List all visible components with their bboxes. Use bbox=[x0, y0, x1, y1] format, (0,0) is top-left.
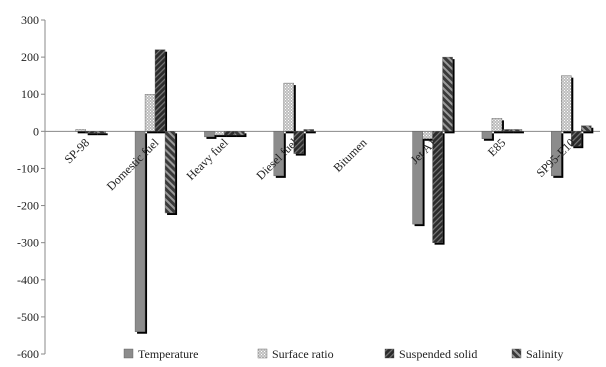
y-tick-label: 200 bbox=[21, 50, 39, 64]
bar-shadow bbox=[513, 131, 524, 134]
x-category-label: Heavy fuel bbox=[184, 135, 232, 183]
y-tick-label: -500 bbox=[17, 310, 39, 324]
bar-surface-ratio bbox=[491, 118, 503, 132]
bar-surface-ratio bbox=[283, 82, 295, 132]
bar-surface-ratio bbox=[144, 94, 156, 132]
legend-item: Suspended solid bbox=[384, 347, 477, 361]
bar-temperature bbox=[412, 131, 423, 225]
x-category-label: Domestic fuel bbox=[104, 135, 162, 193]
bar-salinity bbox=[511, 129, 523, 132]
bar-surface-ratio bbox=[214, 131, 225, 136]
legend-label: Salinity bbox=[526, 347, 563, 361]
legend-swatch bbox=[384, 348, 395, 359]
bar-suspended-solid bbox=[154, 49, 166, 132]
bar-salinity bbox=[234, 131, 245, 136]
y-tick-label: -400 bbox=[17, 273, 39, 287]
legend-item: Salinity bbox=[511, 347, 563, 361]
bar-shadow bbox=[305, 131, 316, 134]
bar-temperature bbox=[481, 131, 493, 139]
bar-shadow bbox=[97, 133, 108, 136]
bar-suspended-solid bbox=[293, 131, 305, 154]
bar-surface-ratio bbox=[75, 129, 86, 132]
bar-suspended-solid bbox=[571, 131, 582, 147]
bar-shadow bbox=[87, 133, 98, 136]
bar-salinity bbox=[581, 125, 592, 132]
y-tick-label: 0 bbox=[33, 124, 39, 138]
bar-suspended-solid bbox=[85, 131, 96, 134]
legend-swatch bbox=[123, 348, 134, 359]
x-category-label: Bitumen bbox=[330, 136, 369, 175]
bar-salinity bbox=[164, 131, 176, 214]
legend-label: Temperature bbox=[138, 347, 198, 361]
bar-temperature bbox=[551, 131, 562, 177]
y-tick-label: -600 bbox=[17, 347, 39, 361]
bar-temperature bbox=[273, 131, 285, 177]
bar-shadow bbox=[77, 131, 88, 134]
bar-salinity bbox=[303, 129, 315, 132]
bar-surface-ratio bbox=[561, 75, 572, 132]
bars-layer bbox=[75, 49, 594, 334]
legend-item: Surface ratio bbox=[257, 347, 334, 361]
legend-item: Temperature bbox=[123, 347, 198, 361]
bar-salinity bbox=[442, 56, 453, 132]
legend: Temperature Surface ratio Suspended solid S… bbox=[123, 347, 563, 361]
y-tick-label: 100 bbox=[21, 87, 39, 101]
bar-salinity bbox=[95, 131, 106, 134]
legend-label: Surface ratio bbox=[272, 347, 334, 361]
bar-temperature bbox=[204, 131, 215, 138]
y-tick-label: -100 bbox=[17, 161, 39, 175]
axis-layer: 300 200 100 0 -100 -200 -300 -400 -500 -600 bbox=[17, 13, 600, 361]
bar-suspended-solid bbox=[224, 131, 235, 136]
y-tick-label: -300 bbox=[17, 236, 39, 250]
legend-swatch bbox=[257, 348, 268, 359]
bar-shadow bbox=[503, 131, 514, 134]
bar-temperature bbox=[134, 131, 146, 332]
legend-swatch bbox=[511, 348, 522, 359]
legend-label: Suspended solid bbox=[399, 347, 477, 361]
x-category-label: SP-98 bbox=[61, 136, 92, 167]
bar-suspended-solid bbox=[501, 129, 513, 132]
y-tick-label: 300 bbox=[21, 13, 39, 27]
bar-suspended-solid bbox=[432, 131, 443, 243]
y-tick-label: -200 bbox=[17, 199, 39, 213]
